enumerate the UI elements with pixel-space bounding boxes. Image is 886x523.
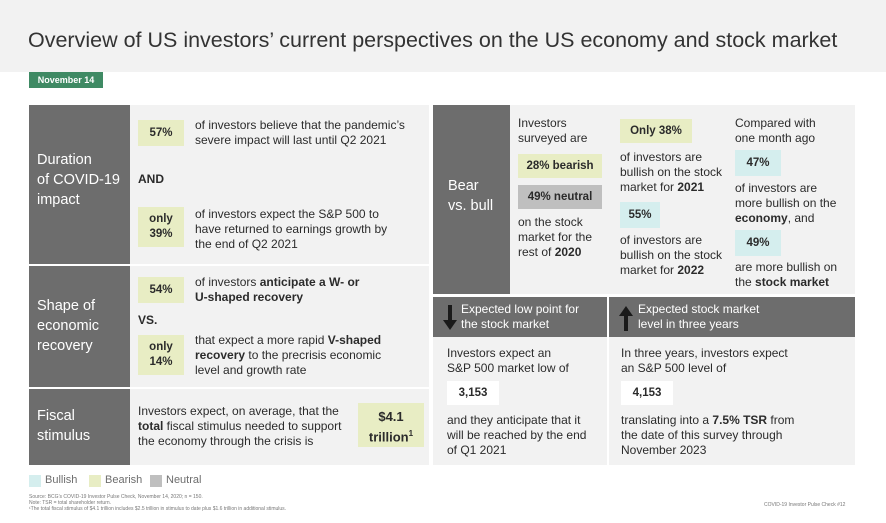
only-38-box: Only 38% — [620, 119, 692, 143]
bearbull-heading-panel: Bear vs. bull — [433, 105, 510, 294]
left-divider-2 — [29, 387, 429, 389]
covid-stat1-text: of investors believe that the pandemic’s… — [195, 118, 405, 147]
covid-stat2-value: only 39% — [138, 207, 184, 247]
fiscal-text: Investors expect, on average, that the t… — [138, 404, 342, 448]
footnotes: Source: BCG’s COVID-19 Investor Pulse Ch… — [29, 494, 287, 512]
arrow-up-icon — [619, 305, 633, 331]
fiscal-value: $4.1 trillion1 — [358, 403, 424, 447]
shape-stat1-text: of investors anticipate a W- or U-shaped… — [195, 275, 360, 304]
legend: Bullish Bearish Neutral — [29, 474, 329, 488]
page-title: Overview of US investors’ current perspe… — [28, 28, 838, 52]
legend-swatch-bullish — [29, 475, 41, 487]
val-55-box: 55% — [620, 202, 660, 228]
low-point-header: Expected low point for the stock market — [433, 297, 607, 337]
val-49-box: 49% — [735, 230, 781, 256]
covid-stat2-text: of investors expect the S&P 500 to have … — [195, 207, 388, 251]
economy-text: of investors are more bullish on the eco… — [735, 181, 837, 225]
arrow-down-icon — [443, 305, 457, 331]
shape-vs-label: VS. — [138, 313, 158, 327]
bull-2022-text: of investors are bullish on the stock ma… — [620, 233, 723, 277]
val-47-box: 47% — [735, 150, 781, 176]
header-band — [0, 0, 886, 72]
low-point-intro: Investors expect an S&P 500 market low o… — [447, 346, 569, 375]
covid-heading-line: impact — [37, 192, 80, 208]
three-year-header: Expected stock market level in three yea… — [609, 297, 855, 337]
legend-label-bearish: Bearish — [105, 474, 143, 486]
shape-heading-panel: Shape of economic recovery — [29, 266, 130, 387]
covid-heading-line: Duration — [37, 152, 92, 168]
three-year-intro: In three years, investors expect an S&P … — [621, 346, 788, 375]
market-rest-2020-text: on the stock market for the rest of 2020 — [518, 215, 593, 259]
date-badge: November 14 — [29, 72, 103, 88]
covid-heading-panel: Duration of COVID-19 impact — [29, 105, 130, 264]
legend-label-bullish: Bullish — [45, 474, 78, 486]
three-year-value: 4,153 — [621, 381, 673, 405]
low-point-value: 3,153 — [447, 381, 499, 405]
fiscal-heading-panel: Fiscal stimulus — [29, 389, 130, 465]
left-divider-1 — [29, 264, 429, 266]
shape-stat1-value: 54% — [138, 277, 184, 303]
legend-swatch-neutral — [150, 475, 162, 487]
covid-and-label: AND — [138, 172, 164, 186]
three-year-after: translating into a 7.5% TSR from the dat… — [621, 413, 795, 457]
shape-stat2-text: that expect a more rapid V-shaped recove… — [195, 333, 382, 377]
covid-stat1-value: 57% — [138, 120, 184, 146]
surveyed-text: Investors surveyed are — [518, 116, 588, 145]
legend-label-neutral: Neutral — [166, 474, 202, 486]
bull-2021-text: of investors are bullish on the stock ma… — [620, 150, 723, 194]
stock-market-text: are more bullish on the stock market — [735, 260, 838, 289]
legend-swatch-bearish — [89, 475, 101, 487]
low-point-after: and they anticipate that it will be reac… — [447, 413, 587, 457]
covid-heading-line: of COVID-19 — [37, 172, 120, 188]
compared-text: Compared with one month ago — [735, 116, 816, 145]
neutral-box: 49% neutral — [518, 185, 602, 209]
page-label: COVID-19 Investor Pulse Check #12 — [764, 502, 846, 508]
shape-stat2-value: only 14% — [138, 335, 184, 375]
bearish-box: 28% bearish — [518, 154, 602, 178]
